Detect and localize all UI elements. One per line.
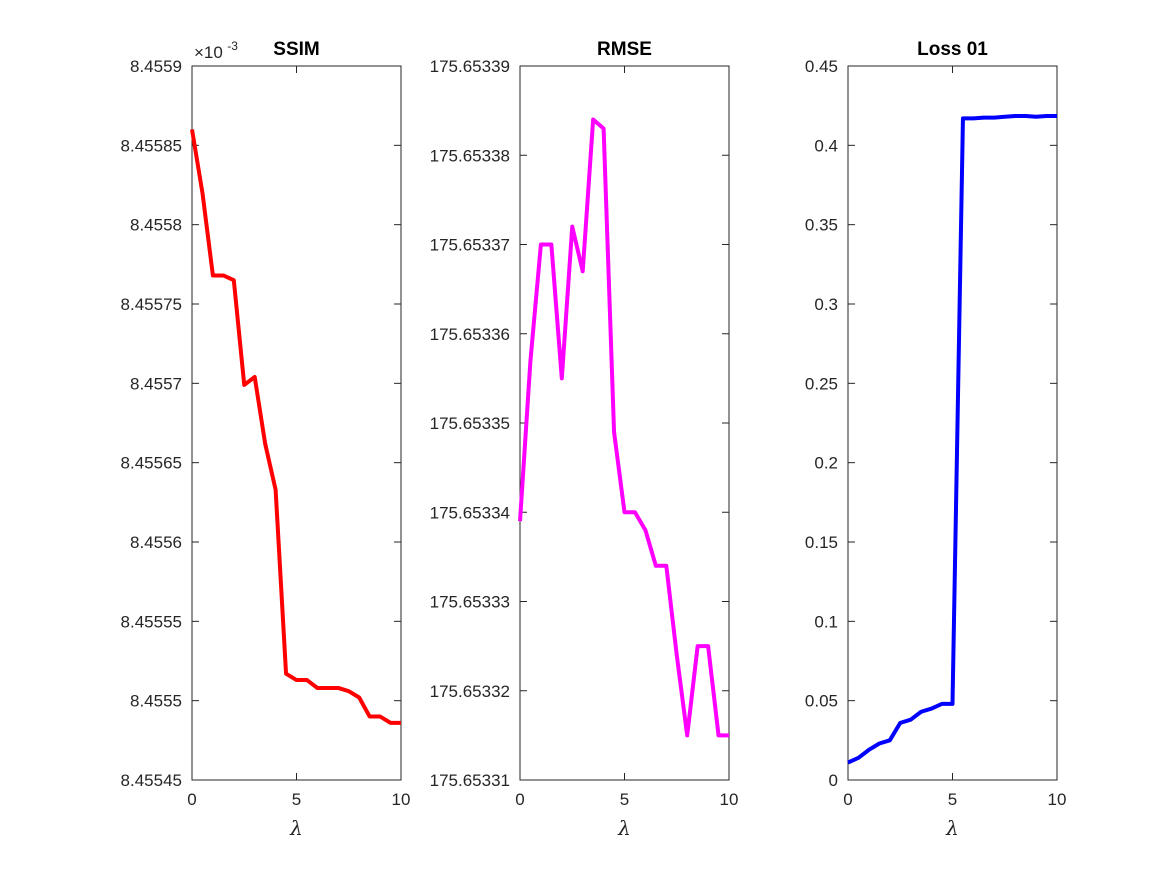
ytick-label: 8.4559 (130, 57, 182, 76)
ytick-label: 0 (829, 771, 838, 790)
xtick-label: 5 (620, 790, 629, 809)
ytick-label: 175.65331 (430, 771, 510, 790)
xtick-label: 0 (515, 790, 524, 809)
ytick-label: 0.25 (805, 374, 838, 393)
ytick-label: 8.45545 (121, 771, 182, 790)
ytick-label: 8.45585 (121, 136, 182, 155)
exponent-power: -3 (227, 39, 238, 53)
xlabel-rmse: λ (617, 816, 631, 840)
xtick-label: 10 (720, 790, 739, 809)
subplot-ssim: 8.45545 8.4555 8.45555 8.4556 8.45565 8.4557 8… (121, 39, 411, 840)
xtick-label: 5 (948, 790, 957, 809)
series-loss01 (847, 113, 1057, 765)
series-ssim (190, 129, 401, 725)
ytick-label: 0.2 (814, 454, 838, 473)
xtick-label: 10 (1048, 790, 1067, 809)
exponent-base: ×10 (194, 43, 223, 62)
ticks-ssim: 8.45545 8.4555 8.45555 8.4556 8.45565 8.4557 8… (121, 57, 411, 809)
ytick-label: 175.65338 (430, 146, 510, 165)
ytick-label: 0.15 (805, 533, 838, 552)
ytick-label: 8.4556 (130, 533, 182, 552)
xtick-label: 0 (187, 790, 196, 809)
xtick-label: 0 (843, 790, 852, 809)
ytick-label: 175.65336 (430, 325, 510, 344)
xlabel-loss01: λ (945, 816, 959, 840)
series-rmse (518, 117, 729, 738)
ytick-label: 8.45575 (121, 295, 182, 314)
ytick-label: 0.35 (805, 216, 838, 235)
ytick-label: 8.4555 (130, 692, 182, 711)
series-line (847, 113, 1057, 765)
ticks-rmse: 175.65331 175.65332 175.65333 175.65334 175.… (430, 57, 739, 809)
xtick-label: 5 (292, 790, 301, 809)
ytick-label: 175.65339 (430, 57, 510, 76)
ytick-label: 175.65337 (430, 236, 510, 255)
ytick-label: 0.3 (814, 295, 838, 314)
ytick-label: 175.65333 (430, 593, 510, 612)
title-rmse: RMSE (597, 39, 652, 60)
ytick-label: 175.65335 (430, 414, 510, 433)
xtick-label: 10 (392, 790, 411, 809)
title-ssim: SSIM (273, 39, 319, 60)
ytick-label: 0.45 (805, 57, 838, 76)
ytick-label: 8.45555 (121, 612, 182, 631)
ticks-loss01: 0 0.05 0.1 0.15 0.2 0.25 0.3 0.35 0.4 0.45 0 5 10 (805, 57, 1067, 809)
subplot-loss01: 0 0.05 0.1 0.15 0.2 0.25 0.3 0.35 0.4 0.45 0 5 10 Lo… (805, 39, 1067, 840)
plot-area-ssim (191, 65, 402, 781)
xlabel-ssim: λ (289, 816, 303, 840)
series-line (190, 129, 401, 725)
series-line (518, 117, 729, 738)
ytick-label: 175.65334 (430, 503, 510, 522)
ytick-label: 8.4557 (130, 374, 182, 393)
ytick-label: 0.1 (814, 612, 838, 631)
ytick-label: 0.4 (814, 136, 838, 155)
ytick-label: 175.65332 (430, 682, 510, 701)
ytick-label: 8.4558 (130, 216, 182, 235)
exponent-label-ssim: ×10 -3 (194, 39, 238, 62)
title-loss01: Loss 01 (917, 39, 988, 60)
plot-area-rmse (519, 65, 730, 781)
ytick-label: 8.45565 (121, 454, 182, 473)
ytick-label: 0.05 (805, 692, 838, 711)
subplot-rmse: 175.65331 175.65332 175.65333 175.65334 175.… (430, 39, 739, 840)
